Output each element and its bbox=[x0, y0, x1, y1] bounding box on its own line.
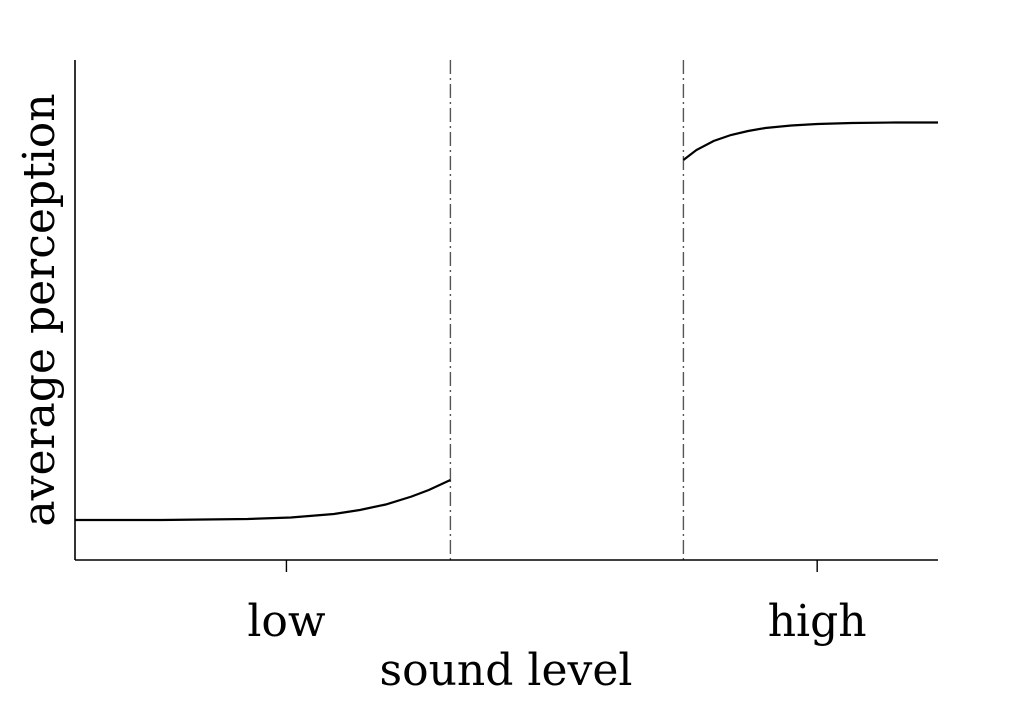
x-axis-ticks: low high bbox=[247, 560, 867, 647]
plot-area bbox=[75, 60, 938, 560]
y-axis-label: average perception bbox=[14, 93, 65, 526]
series-line-below-threshold bbox=[75, 479, 451, 522]
x-axis-label: sound level bbox=[380, 645, 633, 696]
x-tick-label-high: high bbox=[768, 596, 867, 647]
x-tick-label-low: low bbox=[247, 596, 326, 647]
series-line-above-threshold bbox=[682, 121, 938, 161]
